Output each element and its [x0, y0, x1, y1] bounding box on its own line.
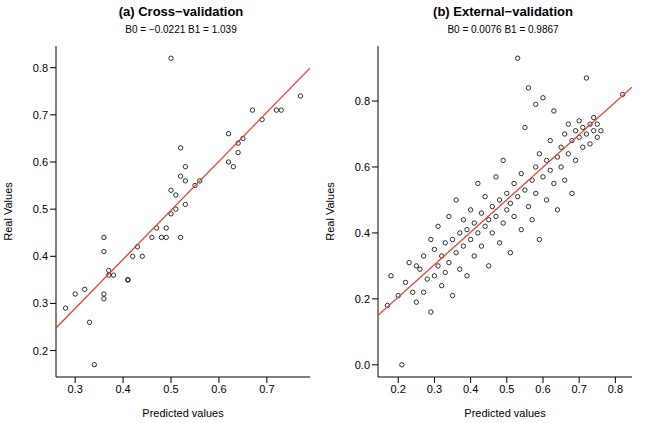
svg-text:0.7: 0.7 — [33, 109, 48, 121]
svg-text:0.2: 0.2 — [33, 345, 48, 357]
svg-text:0.8: 0.8 — [355, 95, 370, 107]
html-text:B0 = 0.0076 B1 = 0.9867: B0 = 0.0076 B1 = 0.9867 — [447, 24, 559, 35]
svg-text:0.3: 0.3 — [427, 383, 442, 395]
svg-text:0.4: 0.4 — [355, 227, 370, 239]
svg-text:0.2: 0.2 — [391, 383, 406, 395]
svg-text:0.6: 0.6 — [33, 156, 48, 168]
svg-text:0.7: 0.7 — [259, 383, 274, 395]
svg-text:0.6: 0.6 — [535, 383, 550, 395]
svg-text:0.8: 0.8 — [33, 62, 48, 74]
svg-text:0.5: 0.5 — [499, 383, 514, 395]
svg-text:0.2: 0.2 — [355, 293, 370, 305]
svg-text:Real Values: Real Values — [8, 182, 14, 241]
svg-text:0.7: 0.7 — [572, 383, 587, 395]
svg-text:0.3: 0.3 — [68, 383, 83, 395]
svg-text:Predicted values: Predicted values — [464, 407, 546, 419]
svg-text:0.4: 0.4 — [33, 250, 48, 262]
html-text:B0 = −0.0221 B1 = 1.039: B0 = −0.0221 B1 = 1.039 — [125, 24, 237, 35]
svg-text:0.3: 0.3 — [33, 297, 48, 309]
svg-text:0.8: 0.8 — [608, 383, 623, 395]
svg-text:0.5: 0.5 — [33, 203, 48, 215]
svg-text:0.0: 0.0 — [355, 359, 370, 371]
svg-text:Real Values: Real Values — [324, 182, 336, 241]
html-text:(b) External−validation: (b) External−validation — [433, 4, 573, 19]
svg-text:0.6: 0.6 — [211, 383, 226, 395]
svg-text:Predicted values: Predicted values — [142, 407, 224, 419]
svg-text:0.4: 0.4 — [463, 383, 478, 395]
html-text:(a) Cross−validation: (a) Cross−validation — [118, 4, 244, 19]
svg-text:0.4: 0.4 — [115, 383, 130, 395]
svg-text:0.6: 0.6 — [355, 161, 370, 173]
svg-text:0.5: 0.5 — [163, 383, 178, 395]
